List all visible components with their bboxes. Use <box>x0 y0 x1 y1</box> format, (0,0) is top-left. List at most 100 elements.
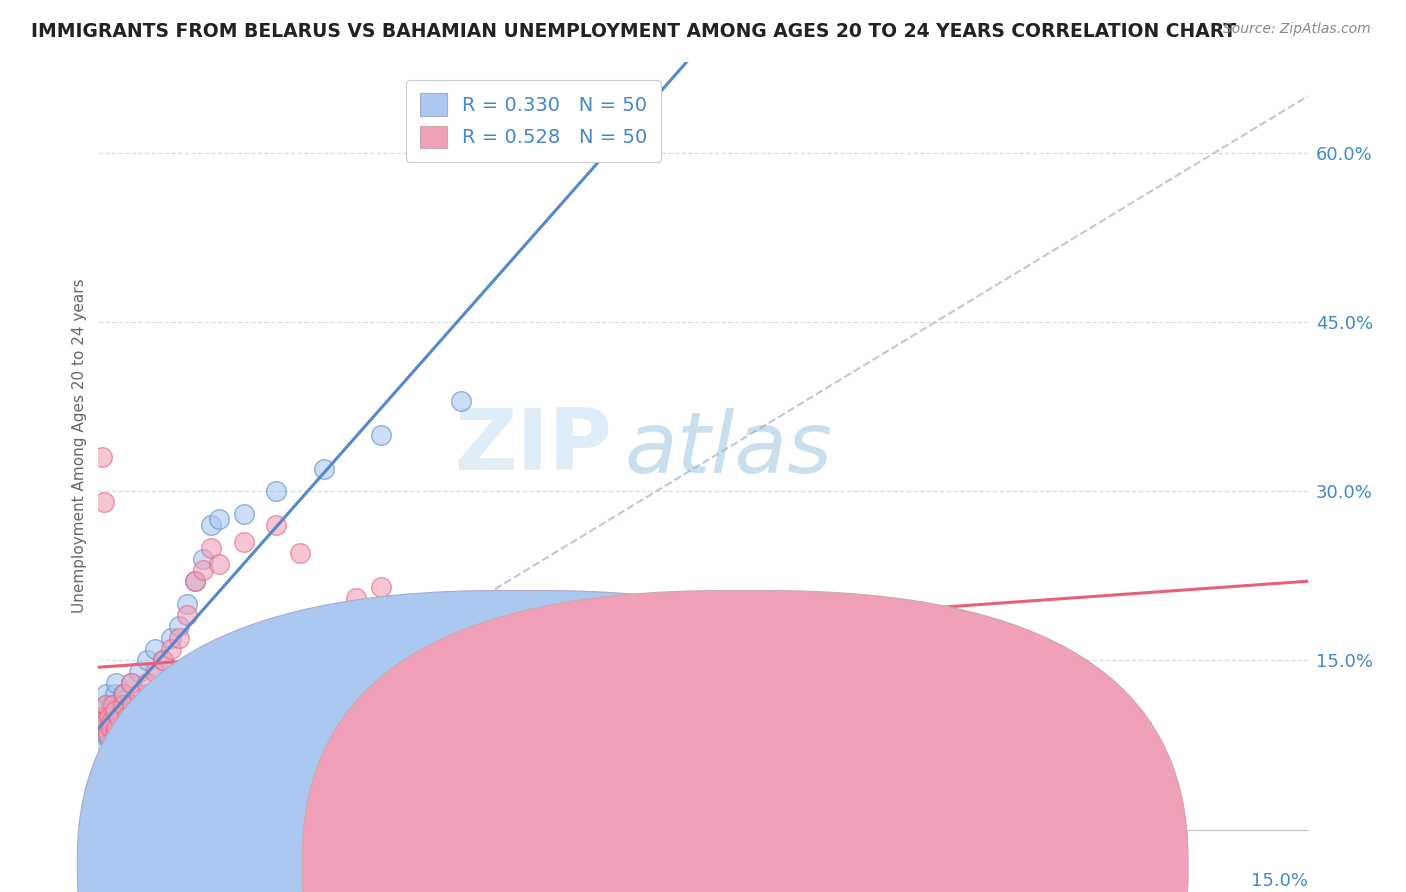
Point <box>208 558 231 572</box>
Point <box>128 665 150 679</box>
Point <box>100 698 122 713</box>
Point <box>264 518 287 533</box>
Point <box>128 715 150 730</box>
Point <box>176 608 198 623</box>
Point <box>450 636 472 650</box>
Point <box>329 625 352 640</box>
Point <box>128 710 150 724</box>
Point <box>124 715 146 730</box>
Point <box>148 665 170 679</box>
Point <box>111 721 134 735</box>
Point <box>128 687 150 701</box>
Point <box>314 461 336 475</box>
Point <box>200 518 222 533</box>
Point <box>97 732 120 747</box>
Point <box>733 653 755 667</box>
Point <box>90 715 112 730</box>
Point <box>94 698 117 713</box>
Point <box>103 704 125 718</box>
Point <box>167 631 190 645</box>
Point <box>651 636 673 650</box>
Text: ZIP: ZIP <box>454 404 613 488</box>
Point <box>111 698 134 713</box>
Point <box>100 721 122 735</box>
Point <box>97 726 120 740</box>
Text: 0.0%: 0.0% <box>98 871 143 889</box>
Point <box>96 715 118 730</box>
Point <box>370 427 392 442</box>
Point <box>93 495 115 509</box>
Point <box>115 710 138 724</box>
Point <box>160 631 183 645</box>
Text: IMMIGRANTS FROM BELARUS VS BAHAMIAN UNEMPLOYMENT AMONG AGES 20 TO 24 YEARS CORRE: IMMIGRANTS FROM BELARUS VS BAHAMIAN UNEM… <box>31 22 1236 41</box>
Point <box>114 726 136 740</box>
Point <box>91 450 114 465</box>
Point <box>121 698 143 713</box>
Point <box>288 546 311 560</box>
Point <box>491 625 513 640</box>
Point <box>232 507 254 521</box>
Point <box>135 653 157 667</box>
Point <box>107 698 129 713</box>
Point <box>184 574 207 589</box>
Point <box>409 602 432 616</box>
Point <box>105 732 128 747</box>
Point <box>101 726 124 740</box>
Point <box>90 726 112 740</box>
Point <box>94 721 117 735</box>
Point <box>813 659 835 673</box>
Point <box>94 710 117 724</box>
Point <box>96 687 118 701</box>
Point <box>91 710 114 724</box>
Point <box>143 642 166 657</box>
Point <box>97 710 120 724</box>
Point <box>370 580 392 594</box>
Point <box>264 484 287 499</box>
Point <box>111 687 134 701</box>
Point <box>152 653 174 667</box>
Point <box>89 710 111 724</box>
Point <box>100 715 122 730</box>
Point <box>893 670 915 684</box>
Point <box>152 653 174 667</box>
Point <box>135 676 157 690</box>
Point <box>450 393 472 408</box>
Point <box>98 710 121 724</box>
Point <box>103 687 125 701</box>
Point <box>344 591 367 606</box>
Point <box>105 676 128 690</box>
Point <box>112 687 135 701</box>
Point <box>97 721 120 735</box>
Text: 15.0%: 15.0% <box>1250 871 1308 889</box>
Point <box>314 642 336 657</box>
Point <box>167 619 190 633</box>
Text: Source: ZipAtlas.com: Source: ZipAtlas.com <box>1223 22 1371 37</box>
Text: Immigrants from Belarus: Immigrants from Belarus <box>479 855 688 872</box>
Point <box>120 676 142 690</box>
Point <box>89 715 111 730</box>
Point <box>103 721 125 735</box>
Y-axis label: Unemployment Among Ages 20 to 24 years: Unemployment Among Ages 20 to 24 years <box>72 278 87 614</box>
Point <box>184 574 207 589</box>
Point <box>108 710 131 724</box>
Point <box>193 563 215 577</box>
Point <box>160 642 183 657</box>
Point <box>93 738 115 752</box>
Point <box>193 551 215 566</box>
Point <box>100 721 122 735</box>
Point <box>108 715 131 730</box>
Text: Bahamians: Bahamians <box>762 855 855 872</box>
Point <box>107 710 129 724</box>
Point <box>176 597 198 611</box>
Point <box>135 693 157 707</box>
Point <box>111 721 134 735</box>
Point <box>115 710 138 724</box>
Point <box>571 648 593 662</box>
Point <box>91 721 114 735</box>
Point <box>96 698 118 713</box>
Point <box>101 710 124 724</box>
Point <box>121 698 143 713</box>
Point <box>101 698 124 713</box>
Point <box>200 541 222 555</box>
Point <box>208 512 231 526</box>
